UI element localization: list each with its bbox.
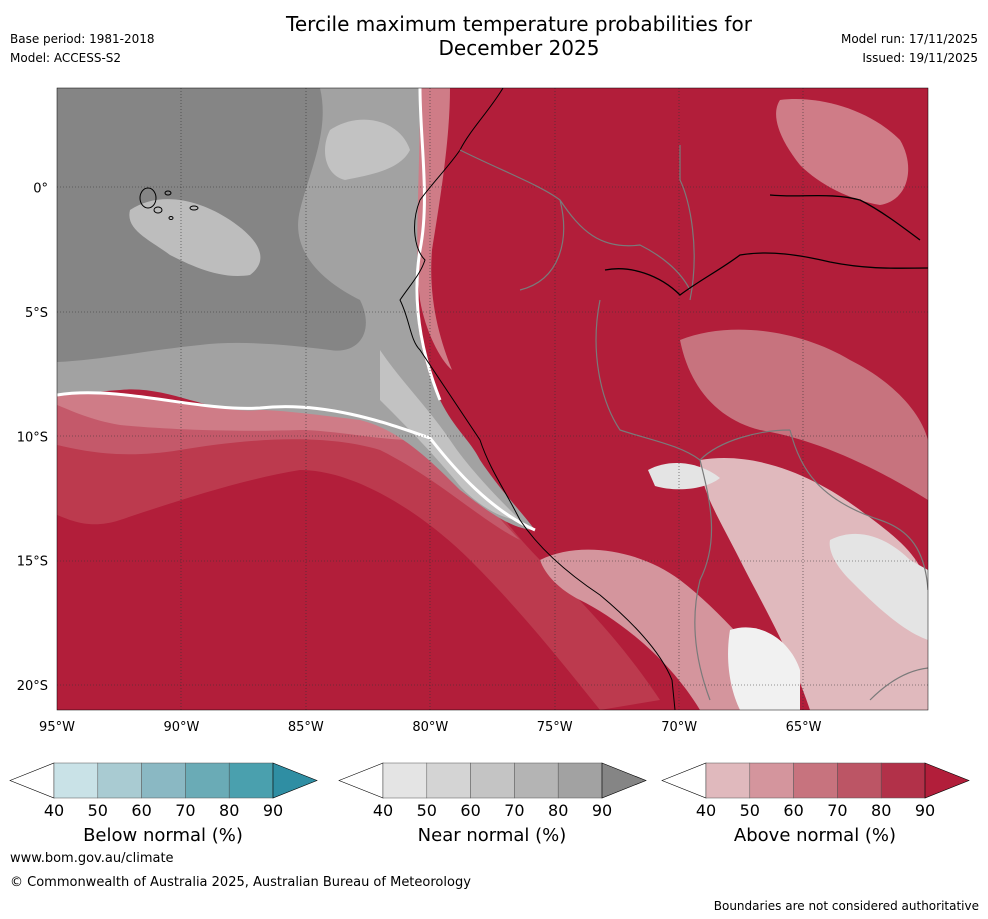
y-tick-label: 20°S [17, 679, 48, 694]
colorbar-segment [749, 762, 794, 799]
model-run-date: Model run: 17/11/2025 [840, 32, 978, 46]
x-tick-label: 70°W [661, 720, 697, 735]
colorbar-tick-label: 40 [696, 801, 716, 820]
colorbar-segment [53, 762, 99, 799]
field-above-40-east [700, 458, 928, 710]
colorbar-tick-label: 80 [548, 801, 568, 820]
field-above-70-band [57, 392, 520, 540]
colorbar-segment [185, 762, 230, 799]
country-borders [459, 145, 928, 701]
colorbar-tick-label: 80 [871, 801, 891, 820]
colorbar-segment [705, 762, 751, 799]
colorbar-tick-label: 60 [131, 801, 151, 820]
colorbar-segment [470, 762, 515, 799]
colorbar-segment [141, 762, 186, 799]
field-above-60-band [57, 392, 430, 440]
colorbar-segment [426, 762, 471, 799]
x-tick-label: 95°W [39, 720, 75, 735]
colorbar-tick-label: 90 [915, 801, 935, 820]
above-normal-colorbar-title: Above normal (%) [733, 825, 897, 846]
colorbar-segment [382, 762, 428, 799]
y-tick-label: 15°S [17, 555, 48, 570]
colorbar-2: 40 50 60 70 80 90 [661, 762, 970, 820]
grid-lines [57, 88, 928, 710]
title-line-2: December 2025 [438, 36, 600, 60]
field-near-pocket-south [728, 627, 800, 710]
near-normal-colorbar-title: Near normal (%) [417, 825, 567, 846]
colorbar-segment [97, 762, 142, 799]
y-tick-label: 0° [33, 182, 48, 197]
colorbar-tick-label: 80 [219, 801, 239, 820]
field-above-80-band [57, 391, 660, 710]
x-tick-label: 65°W [786, 720, 822, 735]
field-near-pocket-east [829, 533, 928, 640]
copyright-notice: © Commonwealth of Australia 2025, Austra… [10, 875, 471, 890]
y-tick-label: 5°S [25, 306, 48, 321]
field-above-60-coast [417, 88, 452, 370]
coastline [399, 88, 676, 710]
colorbar-tick-label: 90 [592, 801, 612, 820]
colorbar-tick-label: 60 [783, 801, 803, 820]
x-axis-ticks: 95°W 90°W 85°W 80°W 75°W 70°W 65°W [39, 720, 822, 735]
colorbar-0: 40 50 60 70 80 90 [9, 762, 318, 820]
colorbar-extension-high [272, 762, 318, 799]
field-above-70-mid [680, 329, 928, 500]
x-tick-label: 90°W [163, 720, 199, 735]
colorbar-extension-high [924, 762, 970, 799]
title-line-1: Tercile maximum temperature probabilitie… [286, 12, 752, 36]
map-frame [56, 87, 929, 711]
base-period: Base period: 1981-2018 [10, 32, 155, 46]
colorbar-tick-label: 70 [504, 801, 524, 820]
category-boundary [57, 391, 536, 532]
colorbar-tick-label: 60 [460, 801, 480, 820]
colorbars: 40 50 60 70 80 90 40 50 60 70 80 90 40 50 60 70 80 90 [9, 762, 970, 820]
colorbar-segment [514, 762, 559, 799]
x-tick-label: 80°W [412, 720, 448, 735]
colorbar-tick-label: 40 [44, 801, 64, 820]
colorbar-tick-label: 70 [175, 801, 195, 820]
colorbar-segment [837, 762, 882, 799]
colorbar-tick-label: 70 [827, 801, 847, 820]
field-near-60 [325, 119, 410, 180]
y-axis-ticks: 0° 5°S 10°S 15°S 20°S [17, 182, 48, 695]
colorbar-segment [557, 762, 603, 799]
x-tick-label: 85°W [288, 720, 324, 735]
amazon-river [604, 194, 928, 296]
colorbar-tick-label: 50 [740, 801, 760, 820]
colorbar-extension-low [338, 762, 384, 799]
colorbar-extension-high [601, 762, 647, 799]
colorbar-1: 40 50 60 70 80 90 [338, 762, 647, 820]
colorbar-extension-low [9, 762, 55, 799]
boundary-disclaimer: Boundaries are not considered authoritat… [713, 899, 979, 913]
galapagos-islands [139, 187, 199, 220]
colorbar-tick-label: 50 [88, 801, 108, 820]
colorbar-segment [880, 762, 926, 799]
chart-title: Tercile maximum temperature probabilitie… [194, 12, 844, 60]
colorbar-tick-label: 40 [373, 801, 393, 820]
probability-field [57, 88, 928, 710]
colorbar-extension-low [661, 762, 707, 799]
issued-date: Issued: 19/11/2025 [862, 51, 978, 65]
website-link[interactable]: www.bom.gov.au/climate [10, 851, 174, 866]
below-normal-colorbar-title: Below normal (%) [83, 825, 243, 846]
category-boundary-coast [415, 88, 442, 401]
field-near-50-islands [129, 199, 261, 276]
x-tick-label: 75°W [537, 720, 573, 735]
y-tick-label: 10°S [17, 430, 48, 445]
colorbar-segment [793, 762, 838, 799]
model-name: Model: ACCESS-S2 [10, 51, 122, 65]
colorbar-tick-label: 50 [417, 801, 437, 820]
colorbar-segment [228, 762, 274, 799]
field-above-60-northeast [776, 99, 909, 205]
colorbar-tick-label: 90 [263, 801, 283, 820]
